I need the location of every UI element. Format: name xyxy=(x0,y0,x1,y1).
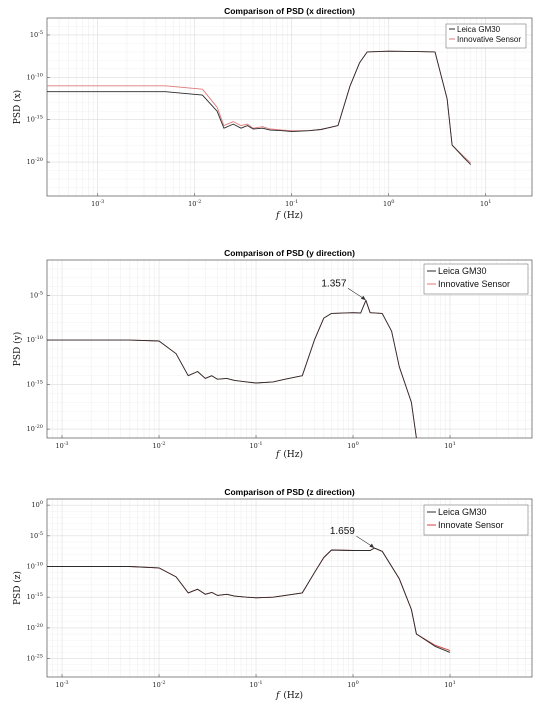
x-axis-symbol: f xyxy=(275,450,281,460)
x-tick-label: 10-1 xyxy=(249,680,262,689)
y-tick-label: 10-20 xyxy=(27,623,43,632)
axes-box xyxy=(46,498,533,678)
psd-chart-1: 10-3 10-2 10-1 100 101 10-5 10-10 10-15 10-20 Com… xyxy=(12,6,533,221)
x-tick-label: 101 xyxy=(480,199,491,208)
y-tick-label: 10-25 xyxy=(27,654,43,663)
y-tick-label: 100 xyxy=(32,500,43,509)
series-line-leica-gm30 xyxy=(47,50,472,165)
x-axis-label: f (Hz) xyxy=(275,449,303,460)
legend-box xyxy=(423,504,529,536)
x-axis-unit: (Hz) xyxy=(283,449,303,460)
legend-box xyxy=(445,23,527,49)
chart-title: Comparison of PSD (y direction) xyxy=(224,248,355,258)
series-group xyxy=(47,547,451,653)
x-tick-label: 100 xyxy=(347,680,358,689)
annotation-label: 1.659 xyxy=(330,526,355,537)
x-axis-label: f (Hz) xyxy=(275,210,303,221)
x-tick-label: 10-2 xyxy=(188,199,201,208)
x-axis-unit: (Hz) xyxy=(283,210,303,221)
series-line-leica-gm30 xyxy=(47,547,451,653)
axes-box xyxy=(46,259,533,439)
y-tick-label: 10-10 xyxy=(27,335,43,344)
y-tick-label: 10-5 xyxy=(30,531,43,540)
legend: Leica GM30 Innovate Sensor xyxy=(423,504,529,536)
axes-box xyxy=(46,17,533,197)
y-axis-label: PSD (y) xyxy=(12,332,23,366)
legend-entry: Innovative Sensor xyxy=(457,35,521,44)
legend-entry: Leica GM30 xyxy=(438,266,487,276)
psd-chart-2: 10-3 10-2 10-1 100 101 10-5 10-10 10-15 10-20 Com… xyxy=(12,248,533,460)
x-tick-label: 10-3 xyxy=(91,199,104,208)
x-axis-unit: (Hz) xyxy=(283,690,303,701)
chart-title: Comparison of PSD (x direction) xyxy=(224,6,355,16)
x-tick-label: 10-1 xyxy=(285,199,298,208)
y-tick-label: 10-5 xyxy=(30,30,43,39)
series-line-leica-gm30 xyxy=(47,299,417,438)
x-tick-label: 100 xyxy=(383,199,394,208)
y-tick-label: 10-10 xyxy=(27,562,43,571)
y-tick-label: 10-15 xyxy=(27,592,43,601)
x-tick-label: 100 xyxy=(347,441,358,450)
x-tick-label: 10-1 xyxy=(249,441,262,450)
legend-entry: Leica GM30 xyxy=(438,507,487,517)
x-axis-symbol: f xyxy=(275,691,281,701)
legend-entry: Innovate Sensor xyxy=(438,520,504,530)
y-axis-label: PSD (x) xyxy=(12,90,23,124)
psd-chart-3: 10-3 10-2 10-1 100 101 100 10-5 10-10 10-15 10-20… xyxy=(12,487,533,701)
legend: Leica GM30 Innovative Sensor xyxy=(423,263,529,295)
series-group xyxy=(47,50,472,165)
y-tick-label: 10-20 xyxy=(27,424,43,433)
x-tick-label: 10-2 xyxy=(152,680,165,689)
legend-entry: Leica GM30 xyxy=(457,25,501,34)
y-tick-label: 10-15 xyxy=(27,115,43,124)
annotation-arrowhead xyxy=(360,295,366,301)
y-axis-label: PSD (z) xyxy=(12,571,23,605)
chart-title: Comparison of PSD (z direction) xyxy=(224,487,355,497)
y-tick-label: 10-20 xyxy=(27,157,43,166)
annotation-arrowhead xyxy=(369,543,375,549)
x-tick-label: 10-3 xyxy=(55,680,68,689)
legend-box xyxy=(423,263,529,295)
x-tick-label: 101 xyxy=(444,441,455,450)
x-tick-label: 10-3 xyxy=(55,441,68,450)
y-tick-label: 10-15 xyxy=(27,380,43,389)
annotation-label: 1.357 xyxy=(321,278,346,289)
legend-entry: Innovative Sensor xyxy=(438,279,510,289)
series-group xyxy=(47,299,417,438)
x-axis-symbol: f xyxy=(275,211,281,221)
x-tick-label: 101 xyxy=(444,680,455,689)
x-axis-label: f (Hz) xyxy=(275,690,303,701)
x-tick-label: 10-2 xyxy=(152,441,165,450)
y-tick-label: 10-10 xyxy=(27,72,43,81)
y-tick-label: 10-5 xyxy=(30,291,43,300)
